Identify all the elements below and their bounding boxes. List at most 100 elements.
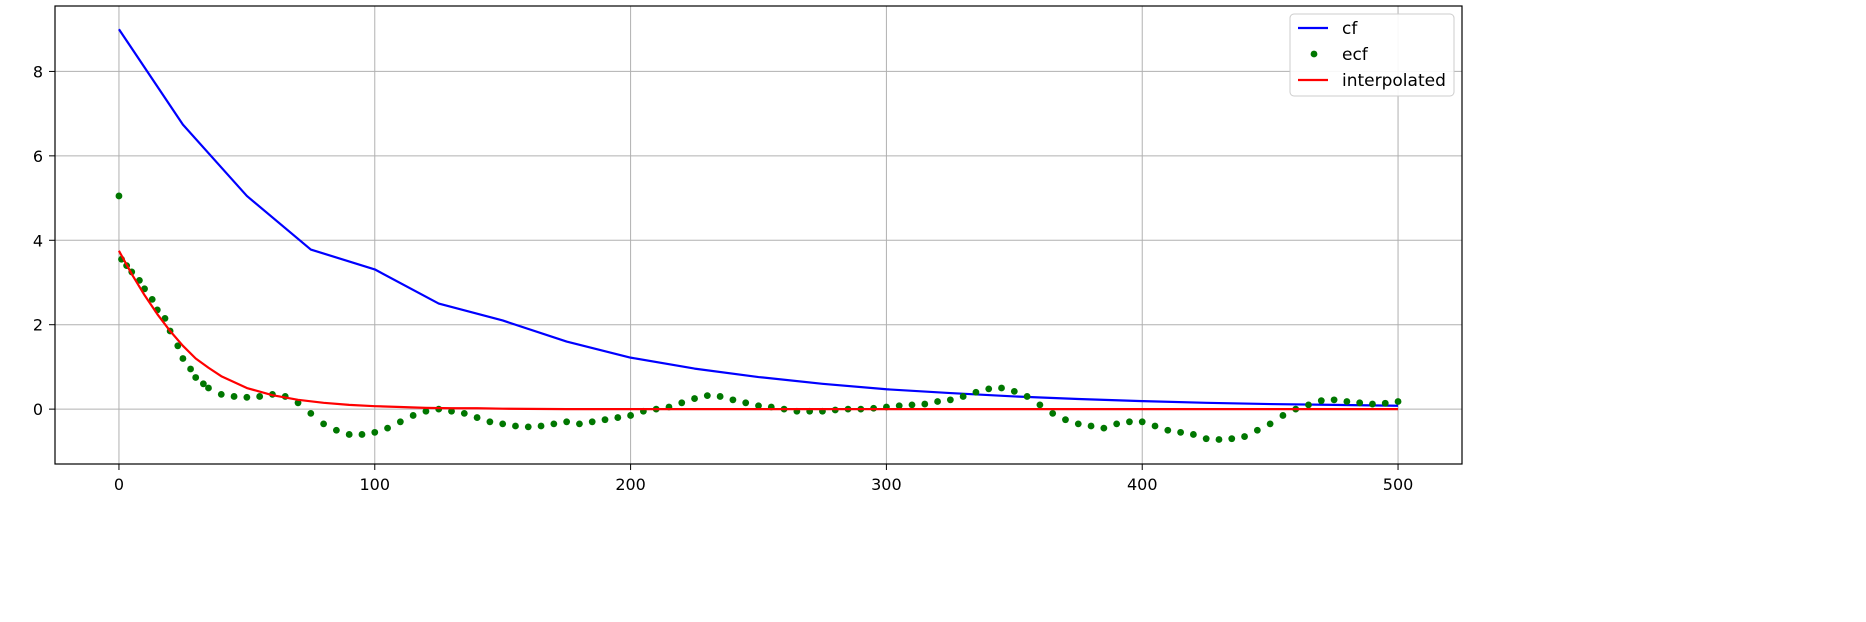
series-ecf-point — [199, 380, 207, 388]
series-ecf-point — [333, 426, 340, 434]
series-ecf-point — [1010, 387, 1018, 395]
series-ecf-point — [1241, 433, 1248, 440]
x-tick-label: 400 — [1127, 475, 1158, 494]
series-ecf-point — [601, 416, 609, 424]
plot-frame — [54, 5, 1463, 465]
series-ecf-point — [1215, 436, 1223, 443]
series-ecf-point — [115, 192, 123, 200]
series-ecf-point — [371, 428, 379, 436]
series-ecf-point — [486, 418, 494, 426]
y-tick-label: 2 — [33, 316, 43, 335]
y-tick-label: 8 — [33, 62, 43, 81]
series-ecf-point — [148, 295, 156, 303]
series-ecf-point — [1049, 409, 1057, 417]
legend-label-cf: cf — [1342, 19, 1358, 39]
series-ecf-point — [174, 342, 182, 350]
series-ecf-point — [998, 384, 1005, 392]
series-ecf-point — [755, 402, 762, 410]
series-interpolated-line — [117, 250, 1399, 411]
series-ecf-point — [422, 407, 430, 415]
series-ecf-point — [1356, 399, 1364, 407]
x-tick-label: 500 — [1383, 475, 1414, 494]
series-ecf-point — [1036, 401, 1044, 409]
y-tick-label: 6 — [33, 147, 43, 166]
series-ecf-point — [1330, 396, 1338, 404]
series-ecf-point — [563, 418, 571, 426]
series-ecf-point — [1266, 420, 1274, 428]
series-ecf-point — [1305, 401, 1312, 409]
series-ecf-point — [524, 423, 532, 431]
series-ecf-point — [256, 393, 264, 400]
series-ecf-point — [409, 412, 417, 419]
series-ecf-point — [934, 398, 941, 405]
series-ecf-point — [1023, 393, 1031, 400]
axis-ticks: 0 100 200 300 400 500 0 2 4 6 8 — [33, 62, 1414, 494]
series-ecf-point — [1394, 398, 1402, 405]
series-ecf-point — [614, 414, 622, 421]
x-tick-label: 300 — [871, 475, 902, 494]
series-ecf-point — [1202, 435, 1210, 443]
legend: cf ecf interpolated — [1289, 13, 1455, 97]
series-ecf-point — [729, 396, 737, 404]
y-tick-label: 4 — [33, 231, 43, 250]
series-ecf-point — [345, 431, 353, 438]
x-tick-label: 200 — [615, 475, 646, 494]
series-ecf-point — [1343, 398, 1351, 405]
series-ecf-point — [588, 418, 596, 426]
series-ecf-point — [384, 424, 391, 432]
series-ecf-point — [1164, 426, 1172, 434]
series-ecf-point — [512, 422, 519, 430]
series-ecf — [115, 192, 1402, 443]
series-ecf-point — [895, 402, 903, 410]
series-ecf-point — [1100, 424, 1108, 432]
series-ecf-point — [985, 385, 993, 393]
series-ecf-point — [1113, 420, 1121, 428]
series-ecf-point — [1074, 420, 1082, 428]
series-cf-line — [118, 28, 1399, 407]
series-ecf-point — [205, 384, 212, 392]
legend-label-ecf: ecf — [1342, 45, 1369, 65]
series-ecf-point — [921, 400, 929, 408]
series-ecf-point — [972, 388, 980, 396]
series-ecf-point — [358, 431, 366, 438]
series-ecf-point — [1151, 422, 1159, 430]
series-ecf-point — [499, 420, 507, 428]
series-ecf-point — [946, 396, 954, 404]
series-ecf-point — [627, 412, 634, 419]
series-layer — [115, 28, 1402, 443]
x-tick-label: 100 — [359, 475, 390, 494]
series-ecf-point — [179, 355, 187, 362]
series-ecf-point — [550, 420, 558, 428]
series-ecf-point — [307, 409, 315, 417]
series-ecf-point — [187, 365, 194, 373]
series-ecf-point — [473, 414, 481, 421]
series-ecf-point — [716, 393, 724, 400]
series-ecf-point — [1138, 418, 1146, 426]
series-ecf-point — [448, 407, 455, 415]
series-ecf-point — [678, 399, 686, 407]
series-ecf-point — [1381, 399, 1389, 407]
series-ecf-point — [161, 314, 169, 322]
legend-box — [1289, 13, 1455, 97]
series-ecf-point — [1062, 416, 1069, 424]
series-ecf-point — [1317, 397, 1325, 405]
series-ecf-point — [1253, 426, 1261, 434]
legend-label-interpolated: interpolated — [1342, 71, 1446, 91]
series-ecf-point — [1228, 435, 1236, 443]
series-ecf-point — [537, 422, 545, 430]
series-ecf-point — [1177, 428, 1184, 436]
series-ecf-point — [1189, 431, 1197, 438]
series-ecf-point — [396, 418, 404, 426]
series-ecf-point — [1087, 422, 1095, 430]
series-ecf-point — [908, 401, 916, 409]
series-ecf-point — [1126, 418, 1133, 426]
series-ecf-point — [703, 392, 711, 400]
series-ecf-point — [217, 390, 225, 398]
legend-marker-ecf — [1310, 50, 1318, 58]
series-ecf-point — [742, 399, 750, 407]
series-ecf-point — [1279, 412, 1287, 419]
series-ecf-point — [1369, 400, 1376, 408]
series-ecf-point — [460, 409, 468, 417]
series-ecf-point — [576, 420, 583, 428]
